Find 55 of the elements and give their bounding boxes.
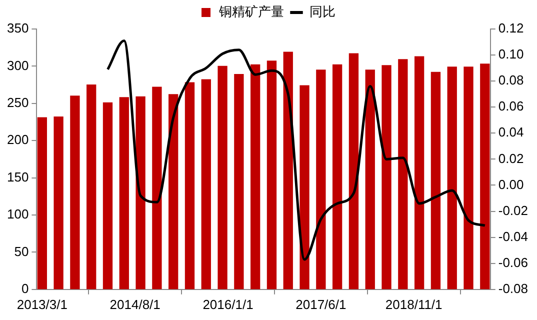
bar: [365, 70, 375, 290]
line-series: [106, 39, 486, 261]
bar: [152, 86, 162, 290]
y2-tick-label: 0.04: [498, 124, 524, 140]
bar: [398, 59, 408, 290]
y2-tick-label: 0.06: [498, 98, 524, 114]
x-tick-label: 2017/6/1: [296, 296, 346, 312]
bar: [348, 53, 359, 290]
y-tick-label: 300: [6, 58, 29, 73]
bar: [430, 72, 441, 290]
bar: [102, 102, 113, 290]
bar: [250, 64, 260, 290]
y2-tick-label: 0.12: [498, 20, 524, 36]
y2-tick-label: 0.10: [498, 46, 524, 62]
y2-tick-label: -0.02: [498, 202, 528, 218]
bar: [184, 82, 195, 290]
bar: [119, 97, 129, 290]
y-tick-label: 150: [6, 169, 29, 184]
y2-tick-label: 0.02: [498, 150, 524, 166]
bar: [283, 52, 293, 290]
bar: [54, 116, 64, 290]
bar: [480, 64, 490, 290]
bar: [37, 117, 47, 290]
bar: [316, 70, 326, 290]
y-tick-label: 50: [14, 244, 29, 259]
bar: [464, 66, 474, 290]
bar: [168, 94, 178, 290]
x-tick-label: 2018/11/1: [385, 296, 442, 312]
bar: [201, 79, 211, 290]
bar: [300, 85, 310, 290]
y2-tick-label: -0.06: [498, 254, 528, 270]
bar: [447, 66, 457, 290]
legend-label: 同比: [310, 4, 336, 20]
bar: [136, 96, 146, 290]
y-tick-label: 0: [21, 280, 29, 296]
bar: [332, 64, 342, 290]
y2-tick-label: 0.00: [498, 176, 524, 192]
y-tick-label: 250: [6, 94, 29, 110]
y-tick-label: 200: [6, 132, 29, 148]
bar: [382, 65, 392, 290]
bar: [218, 66, 228, 290]
y-tick-label: 350: [6, 20, 29, 36]
bar: [414, 56, 424, 290]
bar: [234, 74, 244, 290]
x-tick-label: 2014/8/1: [110, 296, 160, 312]
x-tick-label: 2016/1/1: [202, 296, 254, 312]
y-tick-label: 100: [6, 206, 29, 222]
y2-tick-label: -0.04: [498, 228, 528, 244]
bar: [70, 96, 80, 290]
bar: [266, 60, 277, 290]
bar: [86, 84, 96, 290]
y2-tick-label: 0.08: [498, 72, 524, 88]
y2-tick-label: -0.08: [498, 280, 528, 296]
legend-label: 铜精矿产量: [218, 4, 284, 20]
x-tick-label: 2013/3/1: [16, 296, 68, 312]
